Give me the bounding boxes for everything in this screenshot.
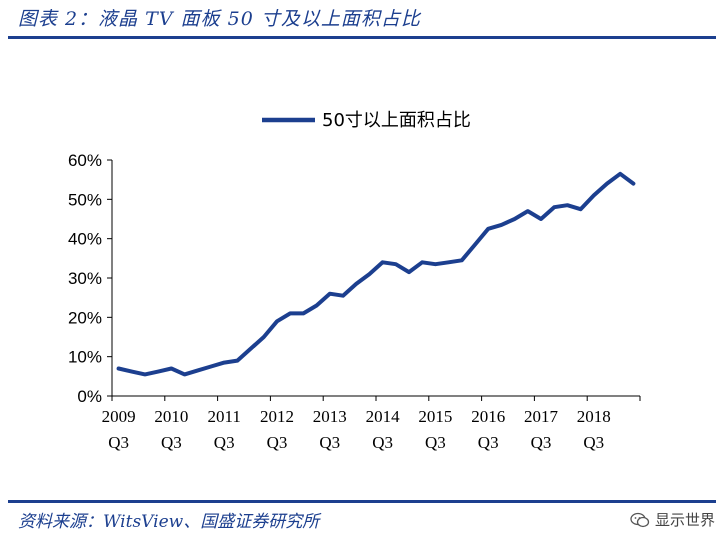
x-tick-quarter: Q3: [108, 433, 129, 452]
x-tick-quarter: Q3: [583, 433, 604, 452]
x-axis: 2009 Q3 2010 Q3 2011 Q3 2012 Q3 2013 Q3 2014 Q3 2015…: [102, 395, 641, 452]
x-tick-year: 2009: [102, 407, 136, 426]
y-tick-label: 0%: [77, 387, 102, 406]
y-tick-label: 40%: [68, 230, 102, 249]
chart-legend: 50寸以上面积占比: [262, 110, 471, 131]
x-tick-year: 2013: [313, 407, 347, 426]
x-tick-year: 2018: [577, 407, 611, 426]
x-tick-year: 2015: [418, 407, 452, 426]
wechat-icon: [630, 512, 650, 527]
page-title: 图表 2：液晶 TV 面板 50 寸及以上面积占比: [18, 8, 421, 30]
x-tick-quarter: Q3: [425, 433, 446, 452]
x-tick-year: 2012: [260, 407, 294, 426]
x-tick-quarter: Q3: [161, 433, 182, 452]
x-tick-quarter: Q3: [478, 433, 499, 452]
watermark-text: 显示世界: [654, 511, 715, 529]
x-tick-year: 2016: [471, 407, 505, 426]
y-axis: 0% 10% 20% 30% 40% 50% 60%: [68, 151, 113, 406]
x-tick-quarter: Q3: [267, 433, 288, 452]
watermark: 显示世界: [630, 509, 715, 530]
x-tick-year: 2010: [154, 407, 188, 426]
x-tick-year: 2011: [208, 407, 241, 426]
x-tick-quarter: Q3: [319, 433, 340, 452]
source-divider: [8, 500, 716, 503]
legend-label: 50寸以上面积占比: [322, 110, 471, 131]
x-tick-quarter: Q3: [372, 433, 393, 452]
series-line: [116, 171, 636, 377]
line-chart: 50寸以上面积占比 0% 10% 20% 30% 40% 50% 60% 2009 Q3 201…: [68, 110, 641, 452]
x-tick-quarter: Q3: [531, 433, 552, 452]
x-tick-year: 2014: [366, 407, 401, 426]
x-tick-year: 2017: [524, 407, 559, 426]
series-layer: [116, 171, 636, 377]
title-divider: [8, 36, 716, 39]
source-note: 资料来源：WitsView、国盛证券研究所: [18, 512, 320, 532]
y-tick-label: 20%: [68, 308, 102, 327]
x-tick-quarter: Q3: [214, 433, 235, 452]
y-tick-label: 50%: [68, 190, 102, 209]
y-tick-label: 30%: [68, 269, 102, 288]
y-tick-label: 60%: [68, 151, 102, 170]
y-tick-label: 10%: [68, 348, 102, 367]
